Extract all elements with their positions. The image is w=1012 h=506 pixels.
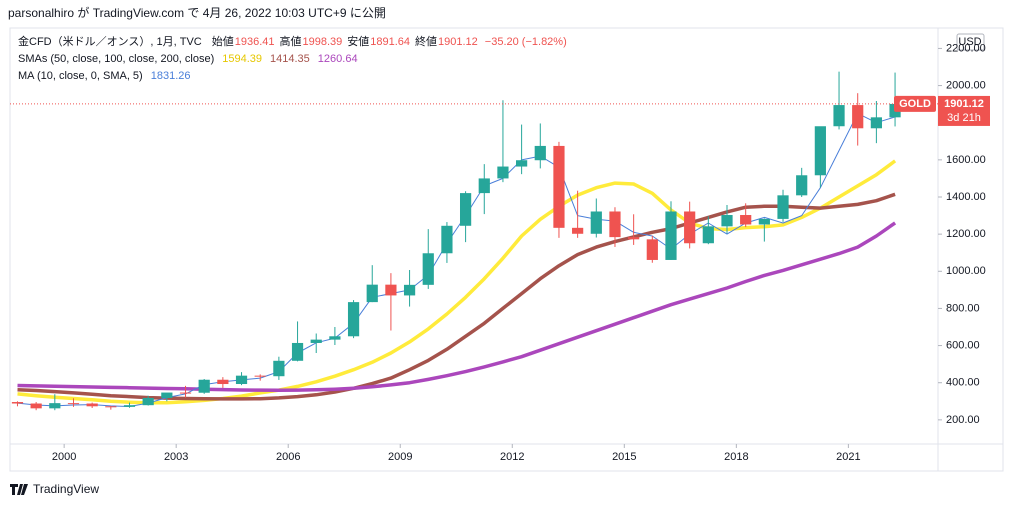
candle-body xyxy=(478,178,490,194)
x-tick-label: 2009 xyxy=(388,451,412,463)
candle-body xyxy=(142,397,154,406)
y-tick-label: 400.00 xyxy=(946,377,980,389)
candle-body xyxy=(628,237,640,240)
candle-body xyxy=(310,339,322,343)
price-label: 1901.12 xyxy=(944,98,984,110)
brand-logo xyxy=(10,484,28,495)
legend-text: 高値 xyxy=(280,34,302,48)
candle-body xyxy=(161,392,173,398)
publisher: parsonalhiro が TradingView.com で 4月 26, … xyxy=(8,5,386,20)
y-tick-label: 2200.00 xyxy=(946,42,986,54)
ma-line xyxy=(17,221,897,393)
x-tick-label: 2021 xyxy=(836,451,860,463)
y-tick-label: 1400.00 xyxy=(946,191,986,203)
ma-line xyxy=(17,159,897,405)
x-tick-label: 2012 xyxy=(500,451,524,463)
legend-text: 1594.39 xyxy=(222,53,262,65)
candle-body xyxy=(852,105,864,129)
candle-body xyxy=(86,403,98,407)
candle-body xyxy=(198,379,210,393)
candle-body xyxy=(67,403,80,405)
candle-body xyxy=(814,126,826,176)
candle-body xyxy=(254,375,266,377)
legend-text: 1998.39 xyxy=(303,36,343,48)
candle-body xyxy=(777,195,789,219)
y-tick-label: 1200.00 xyxy=(946,228,986,240)
candle-body xyxy=(516,160,528,167)
legend-text: 1414.35 xyxy=(270,53,310,65)
y-tick-label: 600.00 xyxy=(946,339,980,351)
currency: USD xyxy=(958,36,981,48)
ticker: GOLD xyxy=(899,98,931,110)
y-tick-label: 2000.00 xyxy=(946,79,986,91)
candle-body xyxy=(291,342,304,361)
candle-body xyxy=(30,403,42,409)
candle-body xyxy=(179,392,192,394)
candle-body xyxy=(366,284,378,303)
y-tick-label: 1000.00 xyxy=(946,265,986,277)
candle-body xyxy=(665,211,677,260)
candle-body xyxy=(235,375,248,385)
candle-body xyxy=(646,239,658,260)
candle-body xyxy=(273,360,285,377)
legend-text: SMAs (50, close, 100, close, 200, close) xyxy=(18,53,214,65)
candle-body xyxy=(403,284,416,296)
candle-body xyxy=(385,284,397,296)
candle-body xyxy=(459,193,472,226)
legend-text: 終値 xyxy=(415,34,437,48)
candle-body xyxy=(758,218,770,225)
y-tick-label: 1600.00 xyxy=(946,154,986,166)
frame xyxy=(9,27,1004,472)
price-box xyxy=(938,95,990,126)
candle-body xyxy=(590,211,602,234)
candle-body xyxy=(553,145,565,228)
currency-box xyxy=(956,33,985,51)
legend-text: MA (10, close, 0, SMA, 5) xyxy=(18,70,143,82)
x-tick-label: 2003 xyxy=(164,451,188,463)
candle-body xyxy=(572,227,584,234)
candle-body xyxy=(684,211,696,244)
legend-text: 1260.64 xyxy=(318,53,358,65)
candle-body xyxy=(441,225,453,254)
candle-body xyxy=(217,379,229,385)
candle-body xyxy=(497,166,509,179)
legend-text: 1936.41 xyxy=(235,36,275,48)
brand: TradingView xyxy=(33,482,99,496)
candle-body xyxy=(11,402,24,404)
legend-text: 1891.64 xyxy=(370,36,410,48)
candle-body xyxy=(609,211,621,238)
countdown: 3d 21h xyxy=(947,112,981,124)
candle-body xyxy=(49,403,61,409)
candle-body xyxy=(833,105,845,127)
candle-body xyxy=(123,405,136,407)
legend-text: −35.20 (−1.82%) xyxy=(485,36,567,48)
x-tick-label: 2018 xyxy=(724,451,748,463)
x-tick-label: 2006 xyxy=(276,451,300,463)
candle-body xyxy=(796,175,808,196)
candle-body xyxy=(329,336,341,340)
legend-text: 1831.26 xyxy=(151,70,191,82)
candle-body xyxy=(105,406,117,408)
legend-text: 金CFD（米ドル／オンス）, 1月, TVC xyxy=(18,34,202,48)
x-tick-label: 2000 xyxy=(52,451,76,463)
legend-text: 始値 xyxy=(212,34,234,48)
candle-body xyxy=(740,215,752,225)
candle-body xyxy=(422,253,434,285)
candle-body xyxy=(534,145,546,161)
candle-body xyxy=(347,302,360,337)
y-tick-label: 200.00 xyxy=(946,414,980,426)
y-tick-label: 800.00 xyxy=(946,302,980,314)
x-tick-label: 2015 xyxy=(612,451,636,463)
candle-body xyxy=(721,215,733,227)
candle-body xyxy=(870,117,882,129)
ticker-box xyxy=(894,95,936,112)
candle-body xyxy=(702,226,714,244)
legend-text: 1901.12 xyxy=(438,36,478,48)
legend-text: 安値 xyxy=(347,34,369,48)
